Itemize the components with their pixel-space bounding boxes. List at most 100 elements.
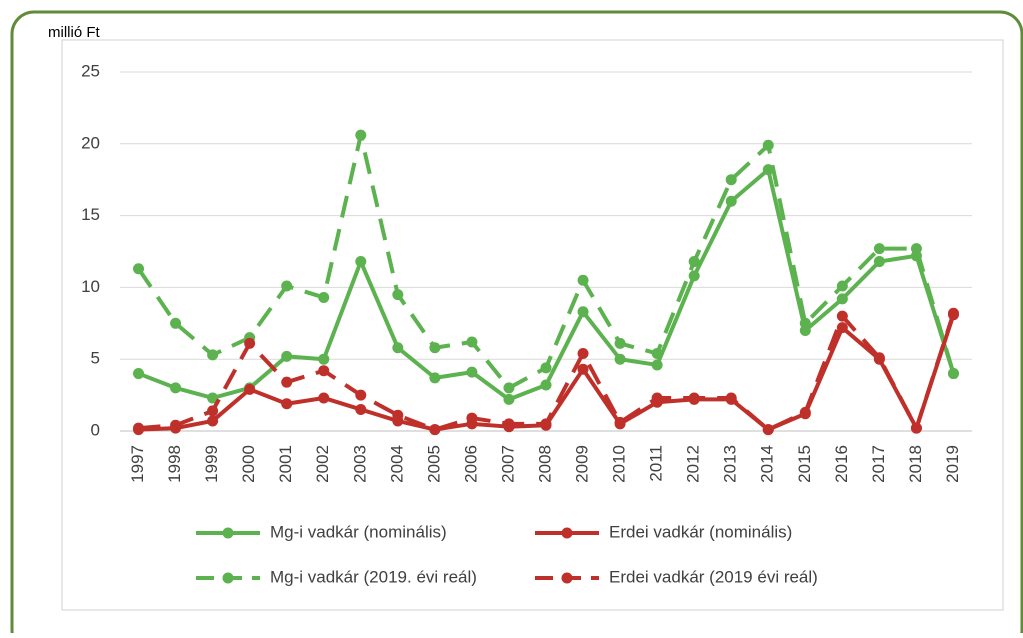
- x-tick-label: 1997: [128, 445, 147, 483]
- x-tick-label: 2005: [424, 445, 443, 483]
- data-point: [577, 306, 589, 318]
- legend-label: Mg-i vadkár (nominális): [270, 522, 447, 541]
- data-point: [688, 256, 700, 268]
- data-point: [910, 422, 922, 434]
- data-point: [725, 392, 737, 404]
- data-point: [873, 352, 885, 364]
- x-tick-label: 2017: [869, 445, 888, 483]
- data-point: [799, 406, 811, 418]
- data-point: [170, 317, 182, 329]
- x-tick-label: 2010: [610, 445, 629, 483]
- data-point: [947, 368, 959, 380]
- data-point: [614, 337, 626, 349]
- data-point: [207, 415, 219, 427]
- legend-label: Mg-i vadkár (2019. évi reál): [270, 567, 477, 586]
- y-tick-label: 20: [81, 133, 100, 152]
- data-point: [170, 419, 182, 431]
- x-tick-label: 2003: [350, 445, 369, 483]
- data-point: [688, 392, 700, 404]
- data-point: [836, 310, 848, 322]
- x-tick-label: 2000: [239, 445, 258, 483]
- data-point: [466, 336, 478, 348]
- y-tick-label: 5: [91, 349, 100, 368]
- x-tick-label: 2011: [647, 445, 666, 482]
- data-point: [503, 382, 515, 394]
- data-point: [651, 359, 663, 371]
- data-point: [466, 366, 478, 378]
- data-point: [429, 372, 441, 384]
- data-point: [281, 350, 293, 362]
- unit-label: millió Ft: [48, 24, 100, 41]
- data-point: [947, 307, 959, 319]
- x-tick-label: 2012: [684, 445, 703, 483]
- x-tick-label: 2007: [498, 445, 517, 483]
- legend-marker: [561, 527, 573, 539]
- x-tick-label: 2006: [461, 445, 480, 483]
- data-point: [318, 291, 330, 303]
- data-point: [207, 405, 219, 417]
- x-tick-label: 2015: [795, 445, 814, 483]
- x-tick-label: 2013: [721, 445, 740, 483]
- data-point: [725, 195, 737, 207]
- data-point: [577, 347, 589, 359]
- data-point: [503, 393, 515, 405]
- data-point: [614, 416, 626, 428]
- x-tick-label: 2008: [535, 445, 554, 483]
- data-point: [762, 139, 774, 151]
- data-point: [429, 342, 441, 354]
- data-point: [244, 337, 256, 349]
- data-point: [577, 363, 589, 375]
- data-point: [651, 347, 663, 359]
- data-point: [355, 403, 367, 415]
- x-tick-label: 2001: [276, 445, 295, 483]
- data-point: [540, 362, 552, 374]
- x-tick-label: 2018: [906, 445, 925, 483]
- data-point: [910, 243, 922, 255]
- x-tick-label: 2016: [832, 445, 851, 483]
- data-point: [170, 382, 182, 394]
- legend-marker: [561, 572, 573, 584]
- data-point: [392, 409, 404, 421]
- data-point: [836, 322, 848, 334]
- data-point: [429, 424, 441, 436]
- legend-marker: [222, 527, 234, 539]
- x-tick-label: 2002: [313, 445, 332, 483]
- data-point: [244, 383, 256, 395]
- x-tick-label: 2009: [573, 445, 592, 483]
- legend-label: Erdei vadkár (2019 évi reál): [609, 567, 818, 586]
- data-point: [873, 256, 885, 268]
- data-point: [540, 418, 552, 430]
- outer-frame: [10, 10, 1023, 638]
- x-tick-label: 1998: [165, 445, 184, 483]
- data-point: [318, 353, 330, 365]
- data-point: [133, 368, 145, 380]
- data-point: [873, 243, 885, 255]
- data-point: [318, 365, 330, 377]
- data-point: [540, 379, 552, 391]
- data-point: [281, 376, 293, 388]
- data-point: [725, 174, 737, 186]
- x-tick-label: 2014: [758, 445, 777, 483]
- legend-label: Erdei vadkár (nominális): [609, 522, 792, 541]
- data-point: [836, 293, 848, 305]
- data-point: [614, 353, 626, 365]
- y-tick-label: 0: [91, 420, 100, 439]
- legend-marker: [222, 572, 234, 584]
- data-point: [355, 129, 367, 141]
- data-point: [281, 398, 293, 410]
- data-point: [318, 392, 330, 404]
- data-point: [503, 418, 515, 430]
- plot-frame: [61, 39, 1004, 611]
- data-point: [207, 349, 219, 361]
- data-point: [133, 263, 145, 275]
- data-point: [392, 289, 404, 301]
- data-point: [355, 389, 367, 401]
- data-point: [133, 422, 145, 434]
- data-point: [762, 424, 774, 436]
- data-point: [466, 412, 478, 424]
- data-point: [577, 274, 589, 286]
- x-tick-label: 2019: [943, 445, 962, 483]
- x-tick-label: 2004: [387, 445, 406, 483]
- x-tick-label: 1999: [202, 445, 221, 483]
